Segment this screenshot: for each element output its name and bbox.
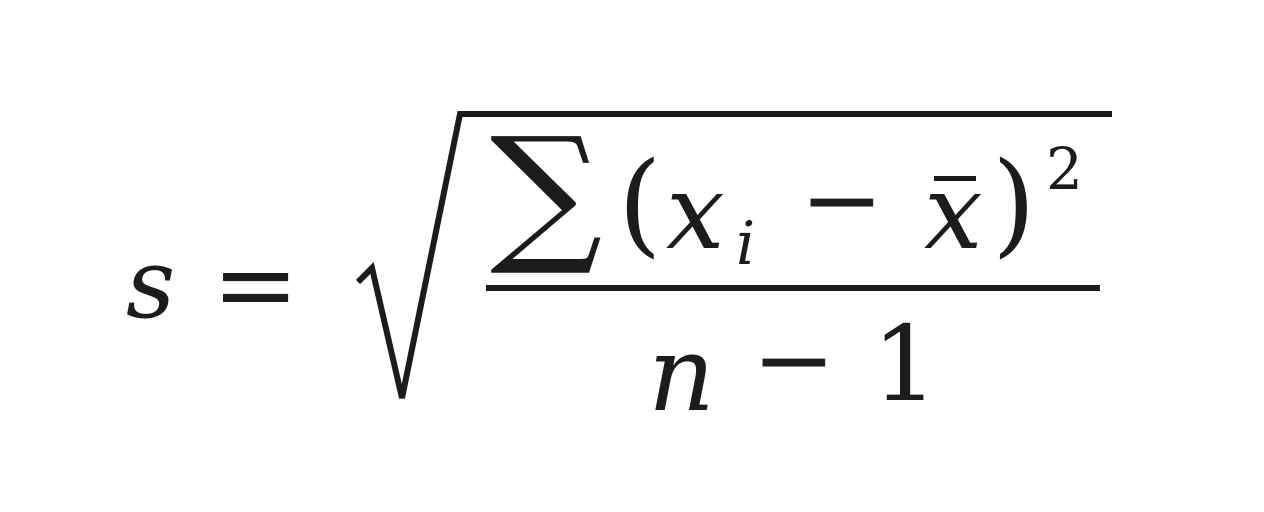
- lhs-variable-s: s: [126, 228, 176, 340]
- subscript-i: i: [736, 209, 756, 279]
- denominator-one: 1: [872, 303, 939, 425]
- mean-bar: [934, 176, 976, 181]
- variable-x: x: [666, 151, 725, 273]
- left-parenthesis: (: [618, 139, 662, 269]
- numerator-minus-sign: −: [800, 141, 884, 258]
- mean-x-bar: x: [924, 151, 983, 273]
- radical-sign: [355, 111, 1112, 399]
- equals-sign: =: [212, 223, 300, 345]
- summation-sign: ∑: [490, 106, 603, 280]
- denominator-minus-sign: −: [752, 301, 836, 418]
- right-parenthesis: ): [992, 139, 1036, 269]
- exponent-two: 2: [1046, 135, 1083, 203]
- denominator-n: n: [648, 313, 715, 435]
